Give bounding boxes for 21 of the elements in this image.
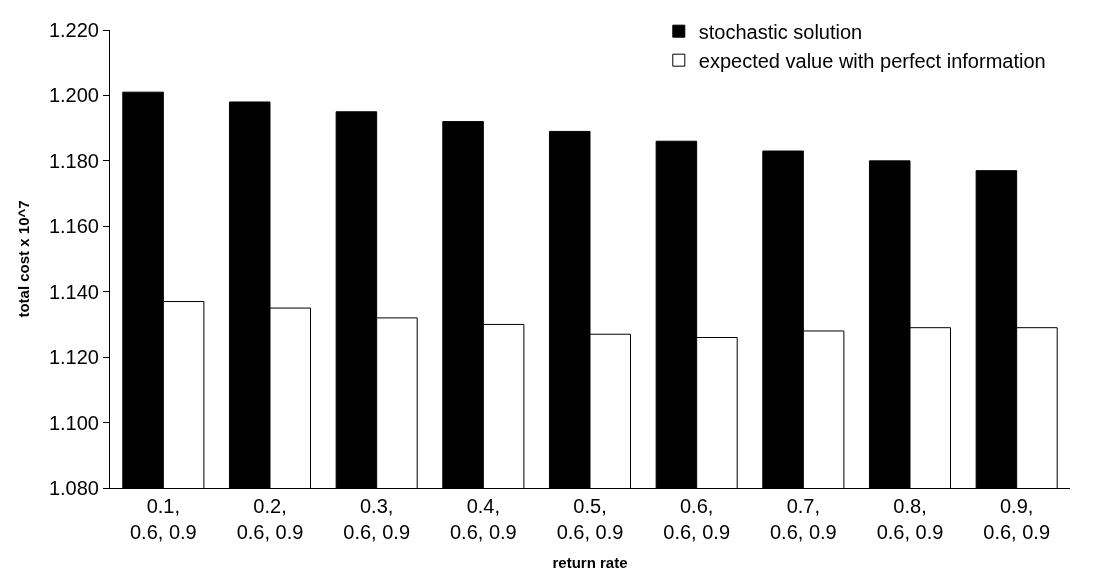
y-tick-label: 1.180 [48, 149, 99, 172]
y-tick-label: 1.220 [48, 19, 99, 41]
legend-label: expected value with perfect information [698, 49, 1046, 72]
y-tick-label: 1.120 [48, 346, 99, 369]
y-tick-label: 1.160 [48, 215, 99, 238]
x-tick-label: 0.1, 0.6, 0.9 [129, 495, 197, 543]
y-tick-label: 1.100 [48, 411, 99, 434]
legend-label: stochastic solution [698, 20, 863, 43]
x-tick-label: 0.4, 0.6, 0.9 [449, 495, 517, 543]
x-tick-label: 0.3, 0.6, 0.9 [343, 495, 411, 543]
x-tick-label: 0.2, 0.6, 0.9 [236, 495, 304, 543]
y-tick-label: 1.080 [48, 477, 99, 499]
x-axis-title: return rate [552, 554, 628, 571]
x-tick-label: 0.7, 0.6, 0.9 [769, 495, 837, 543]
y-tick-label: 1.140 [48, 280, 99, 303]
y-tick-label: 1.200 [48, 84, 99, 107]
x-tick-label: 0.9, 0.6, 0.9 [983, 495, 1051, 543]
x-tick-label: 0.6, 0.6, 0.9 [663, 495, 731, 543]
x-tick-label: 0.5, 0.6, 0.9 [556, 495, 624, 543]
x-tick-label: 0.8, 0.6, 0.9 [876, 495, 944, 543]
y-axis-title: total cost x 10^7 [15, 200, 33, 318]
